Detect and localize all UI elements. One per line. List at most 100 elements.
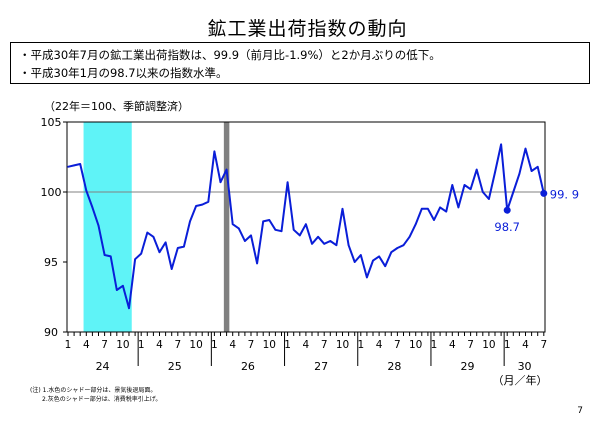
- data-point: [91, 206, 94, 209]
- data-point: [384, 265, 387, 268]
- data-point: [317, 236, 319, 238]
- data-point: [445, 210, 448, 213]
- x-tick-label: 10: [482, 339, 495, 351]
- x-tick-label: 4: [229, 339, 236, 351]
- data-point: [482, 191, 484, 193]
- data-point: [158, 251, 161, 253]
- x-tick-label: 1: [504, 339, 511, 351]
- year-label: 24: [96, 360, 110, 373]
- data-point: [360, 254, 362, 256]
- data-point: [122, 285, 124, 287]
- year-label: 25: [168, 360, 182, 373]
- data-point: [500, 143, 502, 146]
- x-tick-label: 4: [522, 339, 529, 351]
- data-point: [238, 227, 240, 230]
- data-point: [347, 244, 350, 246]
- data-point: [433, 219, 435, 221]
- annotations: 98.7 99. 9: [494, 187, 579, 234]
- x-tick-label: 4: [83, 339, 90, 351]
- data-point: [152, 236, 155, 238]
- x-tick-label: 7: [540, 339, 547, 351]
- data-point: [524, 147, 527, 150]
- x-tick-label: 4: [449, 339, 456, 351]
- x-tick-label: 10: [409, 339, 422, 351]
- summary-box: ・平成30年7月の鉱工業出荷指数は、99.9（前月比-1.9%）と2か月ぶりの低…: [10, 42, 590, 84]
- data-point: [463, 184, 466, 186]
- data-point: [323, 243, 326, 245]
- data-point: [469, 188, 472, 190]
- data-point: [97, 224, 100, 227]
- data-point: [421, 208, 423, 210]
- data-point: [250, 234, 252, 237]
- x-tick-label: 10: [263, 339, 276, 351]
- data-point: [128, 307, 130, 310]
- data-point: [213, 150, 216, 153]
- year-label: 27: [314, 360, 328, 373]
- data-point: [494, 171, 496, 174]
- page-title: 鉱工業出荷指数の動向: [207, 18, 408, 40]
- data-point: [536, 166, 539, 168]
- x-tick-label: 7: [248, 339, 255, 351]
- data-point: [518, 173, 521, 175]
- data-point: [488, 198, 490, 200]
- data-point: [299, 234, 301, 237]
- data-point: [530, 170, 533, 172]
- page-number: 7: [577, 406, 583, 416]
- x-tick-label: 7: [174, 339, 181, 351]
- data-point: [311, 243, 313, 245]
- data-point: [201, 203, 203, 206]
- shaded-regions: [83, 122, 230, 332]
- data-point: [195, 205, 197, 207]
- x-tick-label: 10: [336, 339, 349, 351]
- annotation-label: 99. 9: [550, 187, 579, 201]
- data-point: [353, 261, 356, 263]
- data-point: [73, 164, 75, 167]
- x-tick-label: 1: [284, 339, 291, 351]
- x-axis-label: （月／年）: [493, 373, 548, 387]
- data-point: [164, 241, 167, 244]
- shade-tax-hike: [223, 122, 230, 332]
- x-tick-label: 10: [189, 339, 202, 351]
- data-point: [134, 258, 136, 261]
- series-line-1: [67, 143, 545, 310]
- data-point: [280, 230, 283, 232]
- x-tick-label: 7: [101, 339, 108, 351]
- data-point: [408, 236, 411, 238]
- data-point: [286, 181, 289, 183]
- data-point: [183, 245, 185, 248]
- data-point: [366, 276, 368, 279]
- data-point: [85, 189, 88, 192]
- data-point: [268, 219, 271, 221]
- footnote-2: 2.灰色のシャドー部分は、消費税率引上げ。: [42, 396, 162, 403]
- year-label: 26: [241, 360, 255, 373]
- footnotes: (注) 1.水色のシャドー部分は、景気後退局面。 2.灰色のシャドー部分は、消費…: [30, 386, 161, 404]
- x-tick-label: 1: [431, 339, 438, 351]
- y-tick-label: 105: [41, 116, 62, 129]
- data-point: [457, 206, 460, 209]
- data-point: [177, 247, 179, 249]
- year-label: 29: [461, 360, 475, 373]
- unit-label: （22年＝100、季節調整済）: [44, 100, 189, 113]
- data-point: [146, 231, 149, 234]
- data-point: [189, 220, 191, 223]
- data-point: [414, 223, 417, 225]
- data-point: [67, 166, 69, 168]
- data-point: [329, 240, 332, 242]
- data-point: [372, 259, 374, 262]
- data-point: [170, 268, 173, 270]
- data-point: [512, 191, 515, 193]
- data-point: [116, 289, 118, 291]
- data-point: [207, 201, 210, 203]
- data-point: [244, 240, 246, 242]
- y-tick-label: 90: [44, 326, 58, 339]
- year-label: 28: [387, 360, 401, 373]
- data-point: [427, 208, 429, 210]
- data-point: [402, 244, 405, 246]
- x-tick-label: 1: [211, 339, 218, 351]
- x-tick-label: 7: [321, 339, 328, 351]
- shade-recession: [83, 122, 132, 332]
- y-tick-label: 95: [44, 256, 58, 269]
- data-point: [103, 254, 106, 256]
